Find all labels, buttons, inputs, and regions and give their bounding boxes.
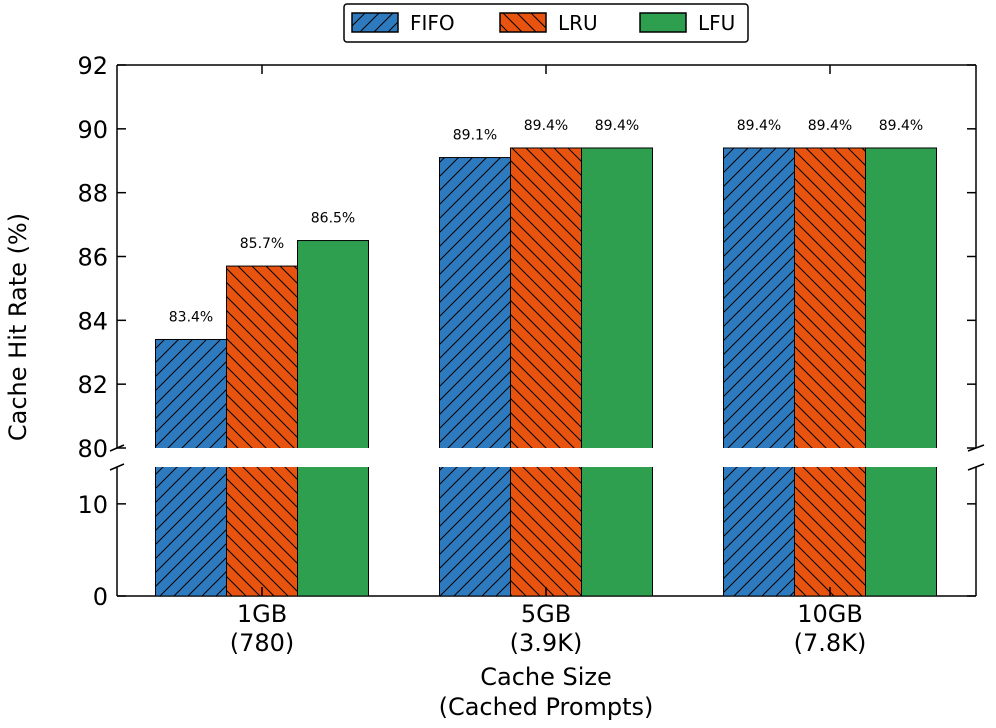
bar-hatch	[723, 147, 795, 448]
bar-hatch	[226, 467, 298, 596]
legend-swatch-lfu	[640, 13, 686, 32]
x-axis-label-line1: Cache Size	[480, 663, 612, 691]
x-tick-label: (3.9K)	[510, 629, 583, 657]
axis-break-marks	[109, 444, 985, 471]
bar-hatch	[155, 467, 227, 596]
bar-outline	[865, 467, 937, 596]
bar-lfu-upper	[865, 147, 937, 448]
legend-label-fifo: FIFO	[410, 11, 455, 35]
x-tick-label: 10GB	[797, 600, 863, 628]
x-tick-label: 5GB	[521, 600, 571, 628]
bar-lfu-lower	[865, 467, 937, 596]
legend-swatch-hatch	[352, 13, 398, 32]
bar-hatch	[510, 467, 582, 596]
bar-hatch	[723, 467, 795, 596]
bar-lfu-upper	[297, 240, 369, 448]
data-label: 89.4%	[737, 118, 781, 134]
y-tick-label: 88	[77, 180, 108, 208]
bar-lfu-upper	[581, 147, 653, 448]
bar-lfu-lower	[581, 467, 653, 596]
y-tick-label: 90	[77, 116, 108, 144]
bar-hatch	[794, 147, 866, 448]
x-tick-label: (780)	[230, 629, 295, 657]
data-label: 89.4%	[879, 118, 923, 134]
y-tick-label: 84	[77, 307, 108, 335]
bar-hatch	[155, 339, 227, 448]
bar-hatch	[794, 467, 866, 596]
x-axis-label-line2: (Cached Prompts)	[439, 693, 654, 721]
bar-hatch	[226, 266, 298, 448]
data-label: 89.4%	[524, 118, 568, 134]
y-axis-label: Cache Hit Rate (%)	[4, 213, 32, 441]
bar-hatch	[439, 157, 511, 448]
y-tick-label: 80	[77, 435, 108, 463]
data-label: 85.7%	[240, 236, 284, 252]
x-ticks: 1GB(780) 5GB(3.9K) 10GB(7.8K)	[230, 65, 867, 657]
bar-hatch	[439, 467, 511, 596]
bar-outline	[581, 467, 653, 596]
y-tick-label: 92	[77, 52, 108, 80]
bar-outline	[581, 147, 653, 448]
bar-outline	[297, 240, 369, 448]
legend-swatch-outline	[639, 12, 687, 33]
legend-label-lfu: LFU	[698, 11, 735, 35]
x-tick-label: 1GB	[237, 600, 287, 628]
bar-outline	[865, 147, 937, 448]
data-label: 89.1%	[453, 128, 497, 144]
bar-lfu-lower	[297, 467, 369, 596]
y-tick-label: 0	[93, 583, 108, 611]
y-tick-label: 86	[77, 244, 108, 272]
legend: FIFO LRU LFU	[343, 3, 749, 43]
data-label: 89.4%	[595, 118, 639, 134]
y-ticks: 80 82 84 86 88 90 92 0 10	[77, 52, 976, 611]
x-tick-label: (7.8K)	[794, 629, 867, 657]
bars-upper	[155, 147, 937, 448]
data-label: 86.5%	[311, 211, 355, 227]
y-tick-label: 10	[77, 491, 108, 519]
bar-outline	[297, 467, 369, 596]
legend-swatch-outline	[499, 12, 547, 33]
data-label: 89.4%	[808, 118, 852, 134]
data-label: 83.4%	[169, 309, 213, 325]
legend-swatch-outline	[351, 12, 399, 33]
legend-swatch-hatch	[500, 13, 546, 32]
bars-lower	[155, 467, 937, 596]
y-tick-label: 82	[77, 371, 108, 399]
legend-label-lru: LRU	[558, 11, 598, 35]
bar-hatch	[510, 147, 582, 448]
value-labels: 83.4% 89.1% 89.4% 85.7% 89.4% 89.4% 86.5% 89.4%…	[169, 118, 923, 326]
